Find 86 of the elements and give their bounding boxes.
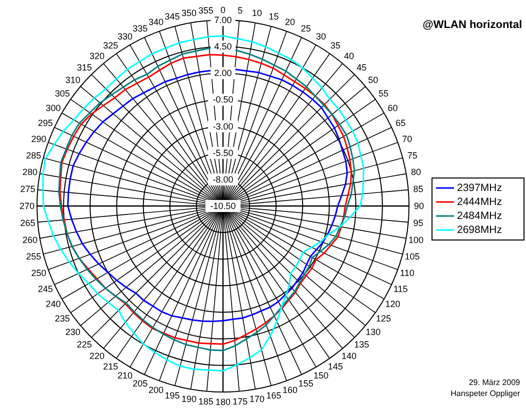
spoke-label: 100: [408, 235, 424, 246]
spoke-label: 320: [90, 50, 105, 61]
spoke-label: 130: [366, 326, 381, 337]
spoke-label: 185: [198, 396, 214, 406]
spoke-label: 160: [282, 385, 298, 396]
spoke-label: 170: [250, 394, 265, 404]
spoke-label: 55: [378, 88, 389, 99]
spoke-label: 120: [385, 299, 400, 309]
y-tick-label: -0.50: [212, 94, 234, 105]
spoke-label: 350: [181, 8, 196, 18]
spoke-label: 245: [38, 284, 53, 294]
spoke-label: 335: [132, 23, 148, 34]
spoke-label: 300: [46, 103, 61, 113]
spoke-label: 190: [181, 394, 196, 404]
spoke-label: 195: [164, 390, 180, 400]
spoke-label: 75: [407, 150, 418, 160]
spoke-label: 50: [368, 75, 378, 86]
spoke-label: 10: [252, 8, 262, 18]
spoke-label: 135: [354, 340, 370, 350]
spoke-label: 180: [215, 397, 231, 407]
spoke-label: 140: [341, 351, 356, 362]
spoke-label: 340: [148, 16, 164, 27]
y-tick-label: -10.50: [210, 201, 236, 211]
y-tick-label: -3.00: [212, 121, 234, 132]
spoke-label: 70: [402, 134, 412, 144]
text: 29. März 2009: [468, 378, 521, 387]
legend-label: 2444MHz: [457, 196, 502, 208]
spoke-label: 250: [31, 268, 46, 278]
spoke-label: 125: [376, 313, 392, 324]
spoke-label: 220: [90, 351, 105, 362]
spoke-label: 265: [20, 218, 36, 228]
spoke-label: 115: [393, 284, 408, 294]
y-tick-label: 2.00: [214, 68, 232, 78]
spoke-label: 280: [22, 166, 38, 177]
spoke-label: 275: [20, 184, 36, 194]
spoke-label: 15: [268, 12, 279, 22]
spoke-label: 25: [300, 23, 311, 34]
spoke-label: 35: [330, 40, 340, 50]
spoke-label: 5: [238, 6, 243, 16]
y-tick-label: 7.00: [214, 15, 232, 25]
spoke-label: 330: [117, 31, 133, 42]
spoke-label: 325: [103, 40, 118, 50]
spoke-label: 255: [26, 252, 42, 262]
spoke-label: 290: [31, 134, 46, 144]
spoke-label: 225: [76, 340, 92, 350]
spoke-label: 80: [411, 166, 422, 177]
spoke-label: 155: [298, 378, 314, 389]
spoke-label: 285: [26, 150, 42, 160]
spoke-label: 295: [38, 118, 53, 128]
legend-label: 2698MHz: [457, 224, 502, 236]
y-tick-label: -5.50: [212, 148, 234, 158]
spoke-label: 90: [414, 201, 424, 211]
y-tick-label: -8.00: [212, 174, 234, 184]
spoke-label: 205: [132, 378, 148, 389]
spoke-label: 230: [65, 326, 80, 337]
spoke-label: 45: [356, 62, 367, 72]
spoke-label: 310: [65, 75, 80, 86]
spoke-label: 145: [328, 362, 343, 372]
spoke-label: 355: [198, 6, 214, 16]
spoke-label: 105: [404, 252, 420, 262]
legend-label: 2484MHz: [457, 210, 502, 222]
spoke-label: 345: [164, 12, 180, 22]
text: @WLAN horizontal: [422, 19, 522, 31]
spoke-label: 305: [54, 88, 70, 99]
spoke-label: 175: [232, 396, 248, 406]
spoke-label: 200: [148, 385, 164, 396]
spoke-label: 95: [413, 218, 424, 228]
spoke-label: 110: [400, 268, 414, 278]
spoke-label: 20: [285, 16, 296, 27]
spoke-label: 260: [22, 235, 38, 246]
spoke-label: 235: [54, 313, 70, 324]
spoke-label: 0: [220, 5, 226, 15]
legend-label: 2397MHz: [457, 182, 502, 194]
spoke-label: 65: [396, 118, 406, 128]
spoke-label: 40: [344, 50, 354, 61]
spoke-label: 30: [316, 31, 326, 42]
spoke-label: 210: [117, 370, 133, 381]
spoke-label: 165: [266, 390, 282, 400]
spoke-label: 240: [46, 299, 61, 309]
spoke-label: 60: [388, 103, 398, 113]
spoke-label: 150: [313, 370, 329, 381]
spoke-label: 315: [76, 62, 92, 72]
spoke-label: 215: [103, 362, 118, 372]
spoke-label: 270: [19, 201, 35, 211]
text: Hanspeter Oppliger: [450, 389, 520, 398]
spoke-label: 85: [413, 184, 424, 194]
